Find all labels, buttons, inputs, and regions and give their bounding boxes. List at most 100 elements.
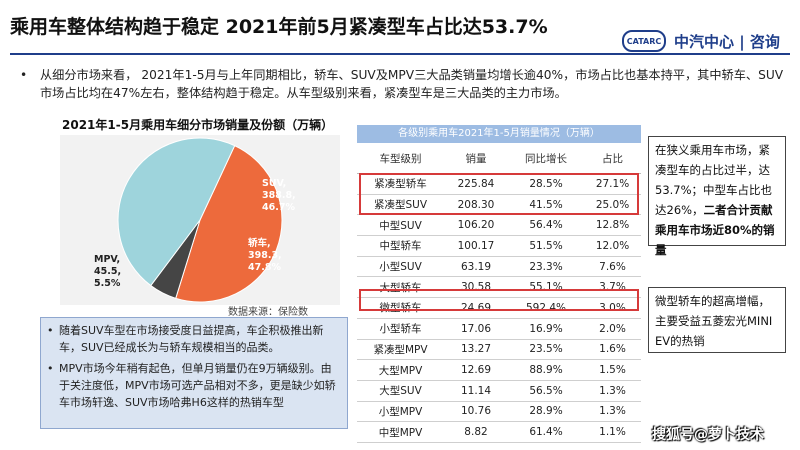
table-cell: 12.8%	[584, 214, 641, 237]
table-cell: 7.6%	[584, 256, 641, 278]
table-cell: 225.84	[444, 173, 508, 195]
table-cell: 小型MPV	[357, 401, 444, 423]
table-cell: 大型MPV	[357, 359, 444, 381]
pie-slice-sedan	[175, 145, 283, 303]
table-cell: 23.3%	[508, 256, 584, 278]
pie-label-mpv: 5.5%	[94, 278, 121, 289]
table-row: 紧凑型SUV 208.30 41.5% 25.0%	[357, 194, 641, 216]
column-header: 车型级别	[357, 143, 444, 174]
table-row: 中型MPV 8.82 61.4% 1.1%	[357, 421, 641, 443]
pie-chart-title: 2021年1-5月乘用车细分市场销量及份额（万辆）	[62, 118, 334, 132]
bullet-icon: •	[47, 324, 54, 337]
note-mpv: • MPV市场今年稍有起色，但单月销量仍在9万辆级别。由于关注度低，MPV市场可…	[47, 360, 341, 411]
pie-slice-suv	[117, 137, 236, 287]
pie-label-sedan: 轿车,	[248, 237, 271, 249]
callout-compact-text: 在狭义乘用车市场，紧凑型车的占比过半，达53.7%；中型车占比也达26%，	[655, 143, 773, 217]
table-cell: 1.5%	[584, 359, 641, 381]
table-cell: 2.0%	[584, 318, 641, 340]
table-cell: 208.30	[444, 194, 508, 216]
table-row: 中型SUV 106.20 56.4% 12.8%	[357, 214, 641, 237]
pie-label-suv: 388.8,	[262, 190, 296, 201]
table-cell: 1.3%	[584, 401, 641, 423]
table-row: 紧凑型MPV 13.27 23.5% 1.6%	[357, 339, 641, 361]
table-header-row: 车型级别 销量 同比增长 占比	[357, 143, 641, 174]
pie-label-mpv: 45.5,	[94, 266, 121, 277]
table-cell: 25.0%	[584, 194, 641, 216]
table-cell: 16.9%	[508, 318, 584, 340]
table-cell: 56.5%	[508, 380, 584, 402]
table-cell: 小型SUV	[357, 256, 444, 278]
table-cell: 微型轿车	[357, 297, 444, 319]
table-cell: 小型轿车	[357, 318, 444, 340]
table-row: 紧凑型轿车 225.84 28.5% 27.1%	[357, 173, 641, 195]
table-cell: 23.5%	[508, 339, 584, 361]
table-cell: 12.0%	[584, 235, 641, 257]
table-title: 各级别乘用车2021年1-5月销量情况（万辆）	[357, 125, 641, 143]
callout-compact-share: 在狭义乘用车市场，紧凑型车的占比过半，达53.7%；中型车占比也达26%，二者合…	[648, 136, 786, 257]
data-source: 数据来源：保险数	[228, 307, 308, 318]
market-notes-box: • 随着SUV车型在市场接受度日益提高，车企积极推出新车，SUV已经成长为与轿车…	[40, 317, 348, 429]
catarc-logo-icon: CATARC	[622, 30, 666, 52]
sales-table-panel: 各级别乘用车2021年1-5月销量情况（万辆） 车型级别 销量 同比增长 占比 …	[357, 125, 641, 443]
summary-text: 从细分市场来看， 2021年1-5月与上年同期相比，轿车、SUV及MPV三大品类…	[40, 68, 784, 100]
table-cell: 紧凑型轿车	[357, 173, 444, 195]
table-cell: 56.4%	[508, 214, 584, 237]
pie-label-suv: SUV,	[262, 178, 286, 189]
column-header: 占比	[584, 143, 641, 174]
table-row: 小型MPV 10.76 28.9% 1.3%	[357, 401, 641, 423]
brand-logo: CATARC 中汽中心 | 咨询	[622, 26, 780, 56]
note-mpv-text: MPV市场今年稍有起色，但单月销量仍在9万辆级别。由于关注度低，MPV市场可选产…	[59, 362, 336, 409]
summary-paragraph: • 从细分市场来看， 2021年1-5月与上年同期相比，轿车、SUV及MPV三大…	[20, 66, 785, 102]
table-cell: 61.4%	[508, 421, 584, 443]
table-row: 大型SUV 11.14 56.5% 1.3%	[357, 380, 641, 402]
table-cell: 1.6%	[584, 339, 641, 361]
title-divider	[10, 53, 790, 55]
highlight-compact-rows	[359, 173, 639, 215]
table-cell: 10.76	[444, 401, 508, 423]
pie-chart: SUV,388.8,46.7% 轿车,398.3,47.8% MPV,45.5,5.…	[60, 135, 340, 305]
table-cell: 13.27	[444, 339, 508, 361]
table-cell: 11.14	[444, 380, 508, 402]
table-cell: 41.5%	[508, 194, 584, 216]
table-cell: 8.82	[444, 421, 508, 443]
table-cell: 大型SUV	[357, 380, 444, 402]
bullet-icon: •	[20, 68, 28, 82]
table-cell: 28.5%	[508, 173, 584, 195]
pie-label-suv: 46.7%	[262, 202, 295, 213]
table-cell: 中型轿车	[357, 235, 444, 257]
pie-label-sedan: 47.8%	[248, 262, 281, 273]
table-cell: 1.1%	[584, 421, 641, 443]
pie-label-sedan: 398.3,	[248, 250, 282, 261]
note-suv-text: 随着SUV车型在市场接受度日益提高，车企积极推出新车，SUV已经成长为与轿车规模…	[59, 324, 324, 354]
note-suv: • 随着SUV车型在市场接受度日益提高，车企积极推出新车，SUV已经成长为与轿车…	[47, 322, 341, 356]
table-cell: 27.1%	[584, 173, 641, 195]
table-row: 小型SUV 63.19 23.3% 7.6%	[357, 256, 641, 278]
callout-mini-growth: 微型轿车的超高增幅，主要受益五菱宏光MINI EV的热销	[648, 287, 786, 353]
table-row: 中型轿车 100.17 51.5% 12.0%	[357, 235, 641, 257]
callout-mini-text: 微型轿车的超高增幅，主要受益五菱宏光MINI EV的热销	[655, 294, 773, 348]
column-header: 销量	[444, 143, 508, 174]
table-cell: 100.17	[444, 235, 508, 257]
callout-compact-emphasis: 二者合计贡献乘用车市场近80%的销量	[655, 203, 775, 257]
table-cell: 88.9%	[508, 359, 584, 381]
table-cell: 28.9%	[508, 401, 584, 423]
table-cell: 51.5%	[508, 235, 584, 257]
table-row: 小型轿车 17.06 16.9% 2.0%	[357, 318, 641, 340]
table-cell: 紧凑型SUV	[357, 194, 444, 216]
table-cell: 1.3%	[584, 380, 641, 402]
table-row: 大型MPV 12.69 88.9% 1.5%	[357, 359, 641, 381]
table-cell: 中型SUV	[357, 214, 444, 237]
column-header: 同比增长	[508, 143, 584, 174]
bullet-icon: •	[47, 362, 54, 375]
table-cell: 63.19	[444, 256, 508, 278]
page-title: 乘用车整体结构趋于稳定 2021年前5月紧凑型车占比达53.7%	[10, 16, 548, 38]
table-cell: 紧凑型MPV	[357, 339, 444, 361]
sales-table: 车型级别 销量 同比增长 占比 紧凑型轿车 225.84 28.5% 27.1% 紧凑型…	[357, 143, 641, 443]
watermark: 搜狐号@萝卜技术	[652, 427, 764, 443]
table-cell: 中型MPV	[357, 421, 444, 443]
brand-name: 中汽中心 | 咨询	[674, 32, 780, 51]
table-cell: 106.20	[444, 214, 508, 237]
pie-label-mpv: MPV,	[94, 254, 120, 265]
highlight-mini-car-row	[359, 289, 639, 311]
table-cell: 17.06	[444, 318, 508, 340]
